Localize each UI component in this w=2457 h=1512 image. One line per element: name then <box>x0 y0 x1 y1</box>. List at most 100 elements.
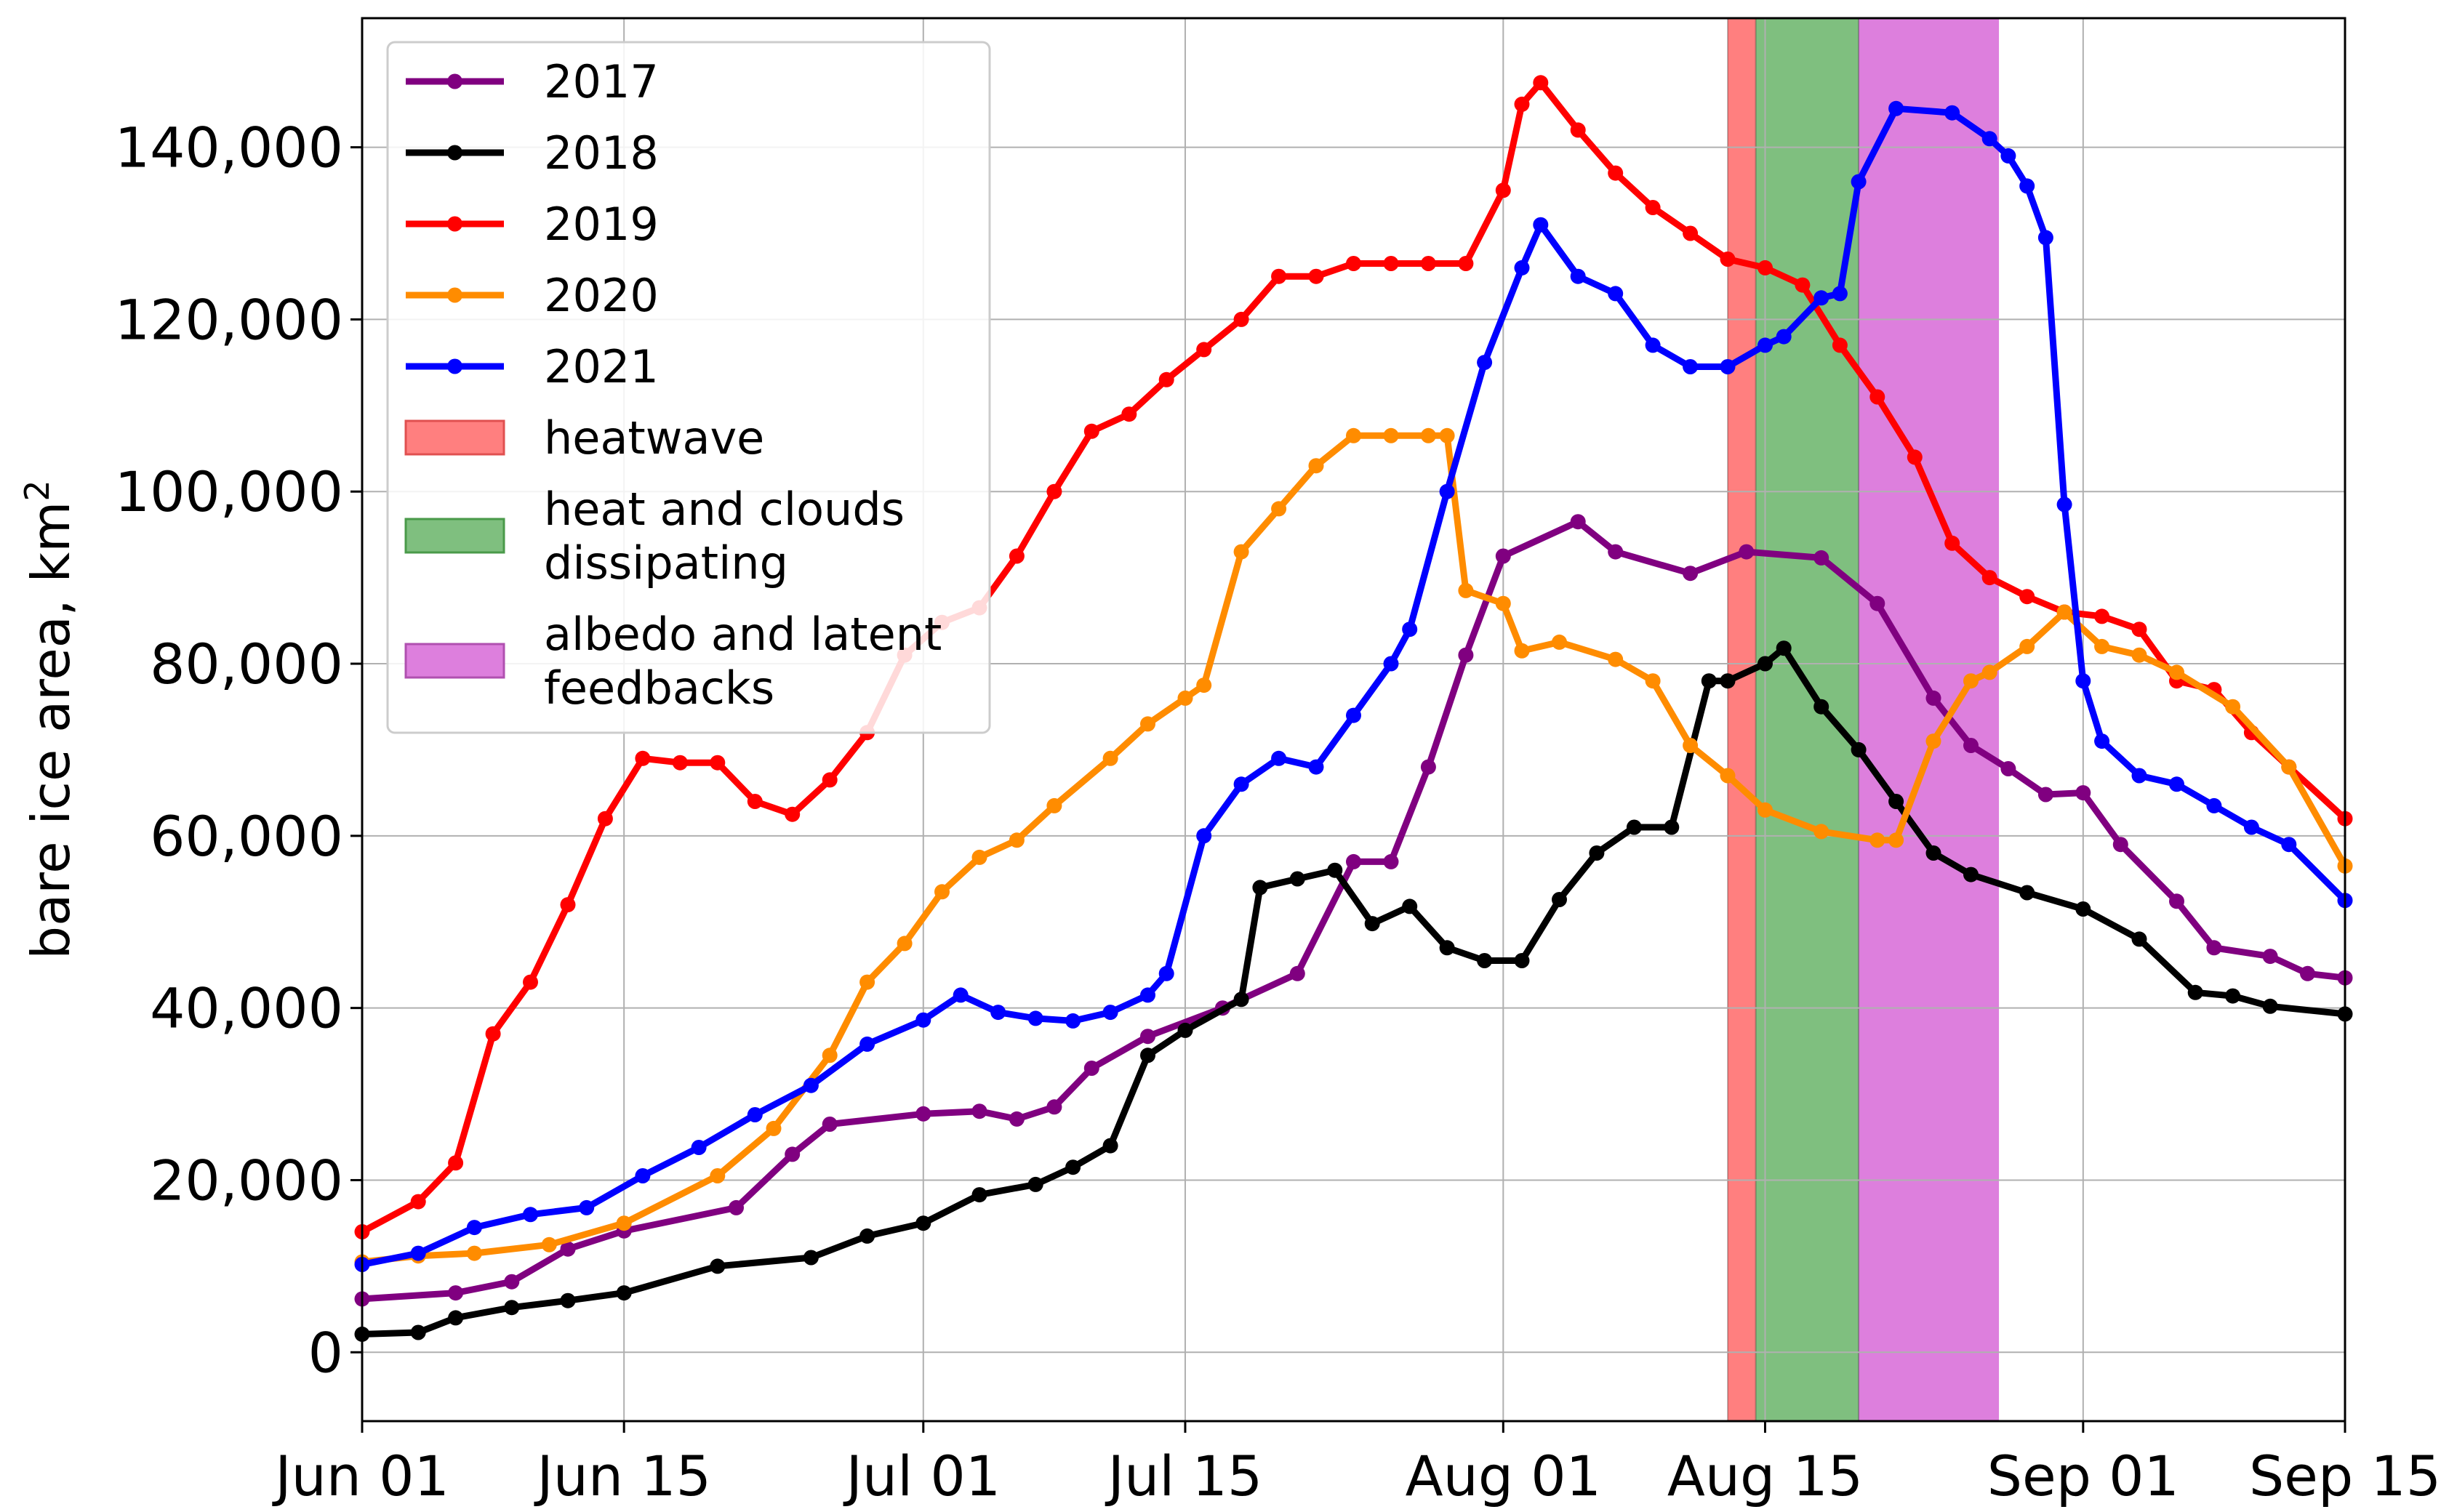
data-point-2020 <box>1102 750 1118 766</box>
data-point-2019 <box>1645 200 1661 215</box>
data-point-2018 <box>1589 845 1605 861</box>
data-point-2018 <box>2131 931 2147 947</box>
data-point-2021 <box>2094 733 2110 749</box>
data-point-2019 <box>1383 256 1399 271</box>
y-tick-label: 20,000 <box>150 1148 343 1213</box>
data-point-2019 <box>672 755 688 771</box>
data-point-2019 <box>1907 449 1923 465</box>
y-tick-label: 140,000 <box>115 116 343 180</box>
data-point-2017 <box>1083 1061 1099 1076</box>
data-point-2021 <box>2075 673 2091 689</box>
data-point-2019 <box>1683 225 1699 241</box>
data-point-2017 <box>1140 1029 1155 1045</box>
data-point-2017 <box>1925 690 1941 706</box>
data-point-2021 <box>1720 359 1736 374</box>
data-point-2018 <box>1402 898 1418 914</box>
data-point-2019 <box>410 1194 426 1210</box>
legend-entry: 2018 <box>406 126 659 180</box>
data-point-2020 <box>1869 832 1885 848</box>
data-point-2018 <box>1065 1159 1081 1175</box>
legend-patch <box>404 419 505 456</box>
data-point-2021 <box>953 987 969 1003</box>
data-point-2021 <box>1981 131 1997 147</box>
data-point-2021 <box>1346 707 1361 723</box>
data-point-2018 <box>410 1324 426 1340</box>
data-point-2017 <box>1869 595 1885 611</box>
data-point-2021 <box>1383 656 1399 672</box>
data-point-2021 <box>1140 987 1155 1003</box>
data-point-2021 <box>1776 329 1792 345</box>
data-point-2021 <box>1888 100 1904 116</box>
legend-marker-2019 <box>447 216 462 232</box>
data-point-2018 <box>1552 892 1567 907</box>
data-point-2021 <box>1944 105 1960 121</box>
data-point-2017 <box>1383 853 1399 869</box>
x-tick-label: Aug 01 <box>1406 1444 1601 1508</box>
data-point-2019 <box>1795 277 1811 293</box>
data-point-2021 <box>1158 965 1174 981</box>
data-point-2017 <box>2000 761 2016 776</box>
data-point-2019 <box>822 772 838 788</box>
legend-entry: 2017 <box>406 55 659 108</box>
data-point-2021 <box>635 1168 651 1183</box>
data-point-2021 <box>1271 750 1287 766</box>
data-point-2021 <box>1439 483 1455 499</box>
data-point-2021 <box>915 1012 931 1028</box>
data-point-2018 <box>803 1250 819 1266</box>
data-point-2018 <box>560 1292 576 1308</box>
data-point-2019 <box>560 897 576 913</box>
data-point-2018 <box>1439 940 1455 956</box>
data-point-2017 <box>915 1106 931 1122</box>
x-tick-label: Jun 01 <box>272 1444 449 1508</box>
data-point-2019 <box>1083 423 1099 439</box>
data-point-2020 <box>1196 677 1212 693</box>
data-point-2019 <box>1533 75 1549 91</box>
data-point-2021 <box>1233 776 1249 792</box>
legend: 2017 2018 2019 2020 2021 heatwave heat and clo… <box>386 41 991 734</box>
data-point-2020 <box>1420 427 1436 443</box>
y-axis-label-text: bare ice area, km <box>20 502 81 960</box>
data-point-2018 <box>1364 916 1380 932</box>
data-point-2020 <box>766 1120 782 1136</box>
data-point-2019 <box>1308 268 1324 284</box>
data-point-2021 <box>1402 622 1418 638</box>
x-tick-label: Aug 15 <box>1667 1444 1863 1508</box>
legend-marker-2020 <box>447 287 462 303</box>
data-point-2020 <box>1925 733 1941 749</box>
data-point-2017 <box>2206 940 2222 956</box>
data-point-2020 <box>1458 582 1474 598</box>
data-point-2021 <box>2206 797 2222 813</box>
data-point-2019 <box>523 974 538 990</box>
data-point-2021 <box>1308 759 1324 775</box>
data-point-2017 <box>504 1274 520 1290</box>
data-point-2018 <box>1776 640 1792 656</box>
data-point-2020 <box>1514 643 1530 659</box>
data-point-2019 <box>1944 535 1960 551</box>
legend-label: 2017 <box>544 55 659 108</box>
series-line-2021 <box>358 105 2349 1268</box>
data-point-2017 <box>1420 759 1436 775</box>
data-point-2020 <box>1009 832 1025 848</box>
data-point-2020 <box>1233 544 1249 560</box>
data-point-2019 <box>1346 256 1361 271</box>
data-point-2020 <box>897 936 913 952</box>
data-point-2021 <box>466 1220 482 1236</box>
legend-label: heat and clouds <box>544 483 905 536</box>
data-point-2019 <box>1832 337 1848 353</box>
data-point-2021 <box>1813 290 1829 306</box>
data-point-2017 <box>729 1199 744 1215</box>
data-point-2020 <box>1981 664 1997 680</box>
data-point-2018 <box>1925 845 1941 861</box>
legend-marker-2018 <box>447 145 462 161</box>
legend-patch <box>404 518 505 554</box>
data-point-2020 <box>1683 738 1699 753</box>
shaded-period-heatwave <box>1728 18 1756 1421</box>
data-point-2017 <box>448 1285 464 1301</box>
y-tick-label: 80,000 <box>150 632 343 696</box>
data-point-2019 <box>448 1155 464 1171</box>
data-point-2018 <box>971 1187 987 1203</box>
data-point-2017 <box>1570 514 1586 530</box>
data-point-2020 <box>2056 604 2072 620</box>
